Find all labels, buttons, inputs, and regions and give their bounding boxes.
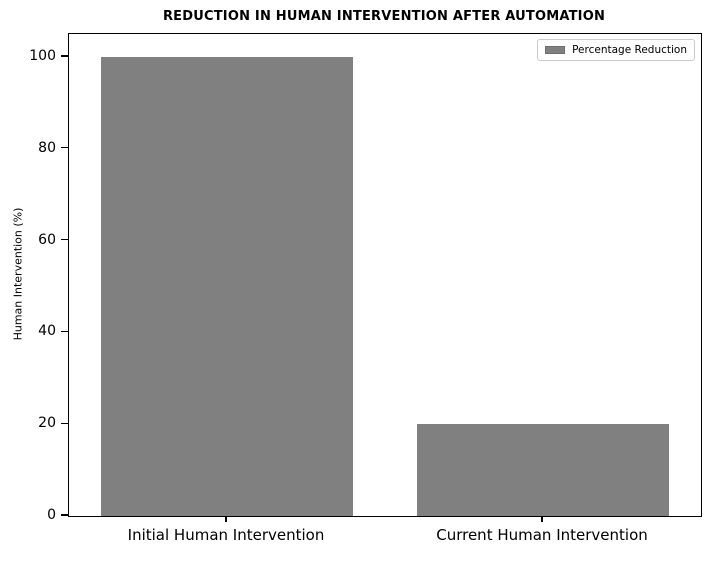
x-tick-mark — [225, 516, 227, 522]
legend: Percentage Reduction — [537, 39, 695, 61]
y-tick-label: 80 — [38, 139, 56, 156]
bar — [100, 56, 354, 516]
y-tick-label: 40 — [38, 323, 56, 340]
bar — [416, 424, 670, 516]
y-tick-mark — [61, 55, 68, 57]
y-tick-label: 60 — [38, 231, 56, 248]
legend-label: Percentage Reduction — [572, 44, 687, 56]
y-tick-mark — [61, 514, 68, 516]
y-tick-label: 100 — [29, 47, 56, 64]
y-tick-mark — [61, 147, 68, 149]
x-tick-label: Current Human Intervention — [436, 526, 648, 544]
y-tick-label: 20 — [38, 415, 56, 432]
y-tick-mark — [61, 422, 68, 424]
y-tick-label: 0 — [47, 507, 56, 523]
y-tick-mark — [61, 238, 68, 241]
plot-area: Percentage Reduction — [68, 33, 702, 517]
legend-swatch-icon — [545, 46, 566, 54]
x-tick-mark — [541, 516, 543, 522]
y-tick-mark — [61, 330, 68, 332]
chart-title: REDUCTION IN HUMAN INTERVENTION AFTER AU… — [162, 9, 606, 24]
y-axis-label: Human Intervention (%) — [11, 207, 25, 341]
x-tick-label: Initial Human Intervention — [127, 526, 325, 544]
